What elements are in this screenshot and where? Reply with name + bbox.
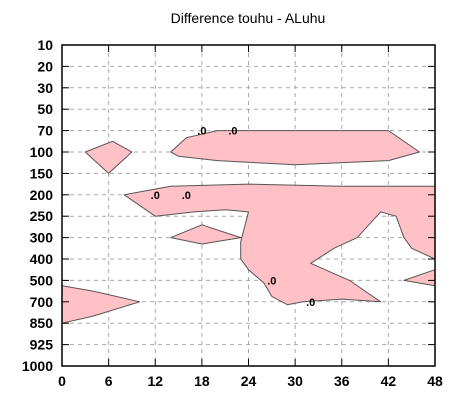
x-tick-label: 48: [427, 373, 443, 389]
x-tick-label: 42: [381, 373, 397, 389]
y-tick-label: 150: [30, 165, 54, 181]
x-tick-label: 30: [287, 373, 303, 389]
y-tick-label: 250: [30, 208, 54, 224]
contour-label: .0: [197, 126, 206, 138]
contour-fill-layer: [61, 130, 436, 324]
x-tick-label: 12: [147, 373, 163, 389]
contour-region: [84, 140, 133, 174]
y-tick-label: 400: [30, 251, 54, 267]
contour-label: .0: [151, 190, 160, 202]
contour-region: [403, 269, 436, 287]
y-tick-label: 30: [37, 80, 53, 96]
y-tick-label: 300: [30, 230, 54, 246]
chart-title: Difference touhu - ALuhu: [171, 10, 326, 26]
y-tick-label: 700: [30, 294, 54, 310]
y-tick-label: 100: [30, 144, 54, 160]
contour-label: .0: [228, 126, 237, 138]
y-tick-label: 500: [30, 272, 54, 288]
contour-label: .0: [267, 275, 276, 287]
plot-frame: [61, 44, 436, 367]
y-tick-label: 850: [30, 315, 54, 331]
y-tick-label: 10: [37, 37, 53, 53]
contour-label: .0: [306, 297, 315, 309]
x-tick-label: 6: [105, 373, 113, 389]
contour-region: [170, 224, 242, 245]
y-tick-label: 70: [37, 123, 53, 139]
x-tick-label: 24: [241, 373, 257, 389]
contour-region: [170, 130, 420, 166]
y-tick-label: 925: [30, 337, 54, 353]
x-tick-label: 36: [334, 373, 350, 389]
axis-tick-layer: 1020305070100150200250300400500700850925…: [22, 37, 443, 389]
y-tick-label: 50: [37, 101, 53, 117]
contour-label: .0: [182, 190, 191, 202]
y-tick-label: 1000: [22, 358, 53, 374]
y-tick-label: 20: [37, 58, 53, 74]
contour-label-layer: .0 .0 .0 .0 .0 .0: [151, 126, 316, 309]
x-tick-label: 0: [58, 373, 66, 389]
contour-region: [61, 285, 141, 324]
y-tick-label: 200: [30, 187, 54, 203]
x-tick-label: 18: [194, 373, 210, 389]
